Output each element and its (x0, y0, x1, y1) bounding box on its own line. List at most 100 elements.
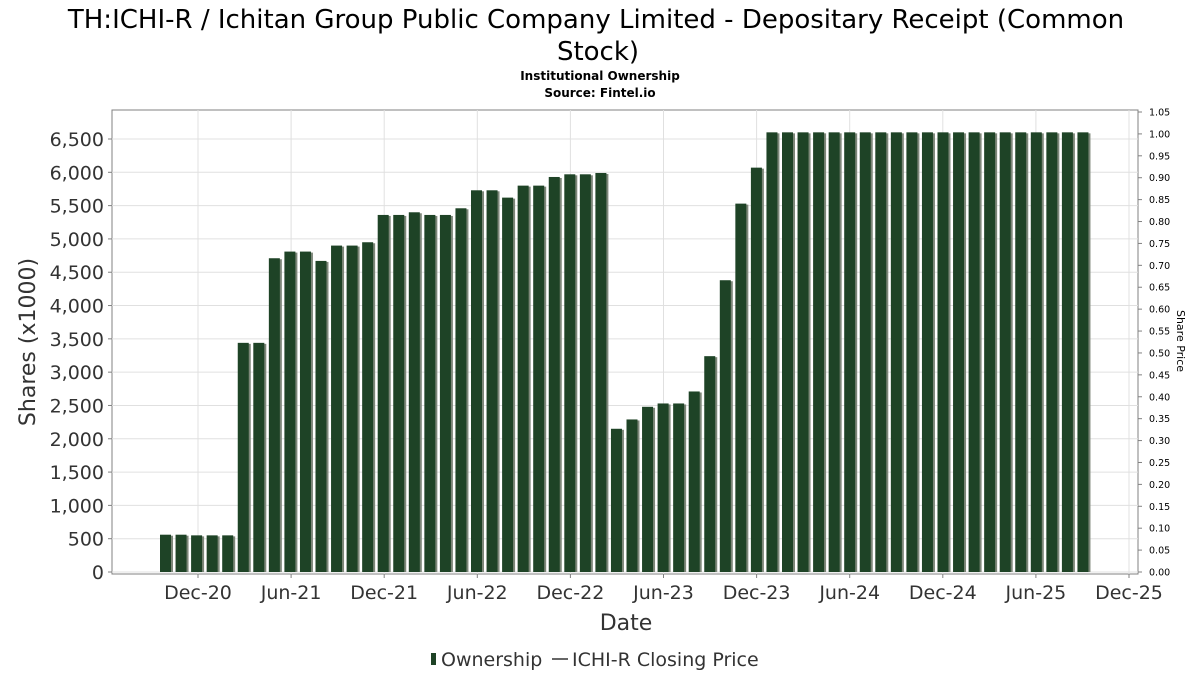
ownership-bar (890, 132, 902, 573)
ownership-bar (548, 176, 560, 572)
y2-tick-label: 0.55 (1149, 327, 1170, 338)
ownership-bar (642, 406, 654, 572)
y2-tick-label: 0.60 (1149, 305, 1170, 316)
ownership-bar (502, 197, 514, 573)
y-tick-label: 4,000 (50, 296, 104, 318)
y-tick-label: 2,500 (50, 395, 104, 417)
ownership-bar (160, 534, 171, 572)
ownership-bar (315, 260, 327, 572)
ownership-bar (859, 132, 871, 573)
y2-tick-label: 0.45 (1149, 370, 1170, 381)
y2-tick-label: 1.00 (1149, 129, 1170, 140)
y2-tick-label: 0.65 (1149, 283, 1170, 294)
y2-tick-label: 0.70 (1149, 261, 1170, 272)
ownership-bars (160, 132, 1091, 573)
ownership-bar (517, 185, 529, 572)
y2-tick-label: 0.40 (1149, 392, 1170, 403)
ownership-bar (393, 214, 405, 573)
y2-tick-label: 0.75 (1149, 239, 1170, 250)
y2-axis-ticks: 0.00 0.05 0.10 0.15 0.20 0.25 0.30 0.35 0.40 0.45… (1138, 108, 1170, 579)
ownership-bar (782, 132, 793, 573)
ownership-bar (408, 212, 420, 572)
x-tick-label: Dec-23 (723, 582, 791, 604)
ownership-bar (346, 245, 358, 573)
y2-tick-label: 0.25 (1149, 458, 1170, 469)
y-tick-label: 6,000 (50, 162, 104, 184)
y2-tick-label: 0.80 (1149, 217, 1170, 228)
ownership-bar (828, 132, 840, 573)
ownership-bar (999, 132, 1011, 573)
plot-area (111, 109, 1139, 575)
legend-ownership-swatch (431, 653, 436, 665)
ownership-bar (595, 172, 607, 572)
ownership-bar (377, 214, 389, 573)
ownership-bar (704, 356, 716, 572)
ownership-bar (688, 391, 700, 572)
ownership-bar (875, 132, 887, 573)
x-tick-label: Jun-22 (446, 582, 508, 604)
y2-tick-label: 0.30 (1149, 436, 1170, 447)
ownership-bar (206, 535, 218, 572)
ownership-bar (268, 258, 280, 572)
y-tick-label: 500 (68, 529, 104, 551)
chart-source: Source: Fintel.io (544, 86, 655, 100)
ownership-bar (657, 403, 669, 572)
ownership-bar (455, 208, 467, 572)
ownership-bar (253, 342, 265, 572)
x-tick-label: Dec-21 (350, 582, 418, 604)
ownership-bar (533, 185, 545, 572)
ownership-bar (844, 132, 856, 573)
x-tick-label: Dec-25 (1095, 582, 1163, 604)
x-tick-label: Dec-24 (909, 582, 977, 604)
ownership-bar (906, 132, 918, 573)
x-tick-label: Jun-24 (818, 582, 880, 604)
ownership-bar (175, 534, 187, 572)
chart-title-line-1: TH:ICHI-R / Ichitan Group Public Company… (67, 5, 1124, 35)
y2-tick-label: 0.15 (1149, 502, 1170, 513)
y-tick-label: 1,000 (50, 495, 104, 517)
ownership-bar (564, 174, 576, 572)
ownership-bar (673, 403, 685, 572)
ownership-bar (735, 203, 747, 572)
ownership-bar (331, 245, 343, 573)
y2-tick-label: 1.05 (1149, 108, 1170, 119)
y-tick-label: 6,500 (50, 129, 104, 151)
ownership-bar (921, 132, 933, 573)
y-tick-label: 2,000 (50, 429, 104, 451)
y-tick-label: 5,500 (50, 196, 104, 218)
ownership-bar (968, 132, 980, 573)
ownership-bar (750, 167, 762, 572)
y2-tick-label: 0.00 (1149, 568, 1170, 579)
legend-ownership-label: Ownership (441, 649, 542, 671)
y2-tick-label: 0.95 (1149, 151, 1170, 162)
ownership-bar (1077, 132, 1089, 573)
ownership-bar (1061, 132, 1073, 573)
chart-title-line-2: Stock) (557, 37, 639, 67)
legend: Ownership ICHI-R Closing Price (431, 649, 759, 671)
y-tick-label: 0 (92, 562, 104, 584)
ownership-bar (284, 251, 296, 572)
ownership-bar (222, 535, 234, 572)
ownership-bar (953, 132, 965, 573)
ownership-bar (424, 214, 436, 573)
y2-tick-label: 0.05 (1149, 546, 1170, 557)
y2-tick-label: 0.35 (1149, 414, 1170, 425)
ownership-bar (1046, 132, 1058, 573)
y-tick-label: 5,000 (50, 229, 104, 251)
ownership-bar (191, 535, 203, 572)
legend-price-label: ICHI-R Closing Price (572, 649, 759, 671)
y2-tick-label: 0.85 (1149, 195, 1170, 206)
ownership-bar (299, 251, 311, 572)
ownership-bar (1015, 132, 1027, 573)
ownership-bar (1030, 132, 1042, 573)
ownership-bar (937, 132, 949, 573)
ownership-bar (610, 428, 622, 572)
y-tick-label: 1,500 (50, 462, 104, 484)
ownership-bar (486, 190, 498, 573)
ownership-bar (766, 132, 778, 573)
ownership-bar (797, 132, 809, 573)
ownership-bar (984, 132, 996, 573)
ownership-bar (579, 174, 591, 572)
y-axis-ticks: 0 500 1,000 1,500 2,000 2,500 3,000 3,500 4,000 4… (50, 129, 112, 584)
